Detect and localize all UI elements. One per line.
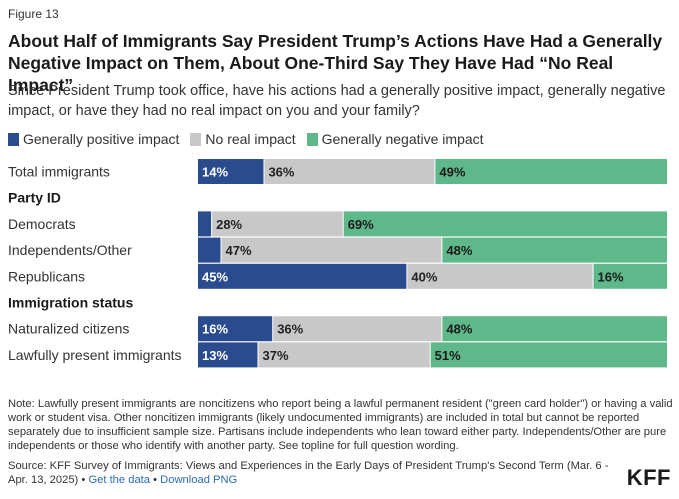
source-text: Source: KFF Survey of Immigrants: Views … (8, 460, 609, 486)
bar-segment-none (407, 263, 593, 289)
bar-segment-positive (198, 159, 264, 184)
bar-segment-negative (430, 342, 667, 368)
group-label: Party ID (8, 190, 61, 206)
legend-swatch-none (190, 132, 202, 146)
row-label: Naturalized citizens (8, 321, 129, 337)
data-label-positive: 16% (202, 322, 228, 337)
legend-item-negative: Generally negative impact (306, 131, 484, 147)
legend-label-positive: Generally positive impact (23, 131, 180, 147)
bar-segment-none (258, 342, 430, 368)
bar-segment-positive (198, 237, 221, 263)
data-label-negative: 48% (446, 243, 472, 258)
data-label-negative: 48% (446, 322, 472, 337)
legend-item-positive: Generally positive impact (8, 131, 179, 147)
data-label-negative: 69% (348, 217, 374, 232)
bar-segment-positive (198, 263, 407, 289)
data-label-positive: 13% (202, 348, 228, 363)
data-label-none: 28% (216, 217, 242, 232)
link-separator: • (150, 474, 161, 486)
bar-segment-none (264, 159, 435, 184)
data-label-none: 40% (411, 269, 437, 284)
row-label: Lawfully present immigrants (8, 347, 182, 363)
data-label-negative: 51% (435, 348, 461, 363)
row-label: Republicans (8, 268, 85, 284)
stacked-bar-chart: Total immigrants 14% 36% 49% Party ID Democra… (8, 159, 667, 368)
chart-subtitle: Since President Trump took office, have … (8, 83, 666, 119)
row-label: Democrats (8, 216, 76, 232)
data-label-none: 37% (262, 348, 288, 363)
source-separator: • (78, 474, 89, 486)
figure-label: Figure 13 (8, 7, 59, 21)
data-label-negative: 49% (439, 165, 465, 180)
legend-swatch-negative (306, 132, 318, 146)
chart-note: Note: Lawfully present immigrants are no… (8, 398, 673, 452)
bar-segment-none (273, 316, 442, 342)
data-label-none: 47% (226, 243, 252, 258)
get-data-link[interactable]: Get the data (88, 474, 151, 486)
row-label: Independents/Other (8, 242, 132, 258)
bar-segment-negative (343, 211, 667, 237)
download-png-link[interactable]: Download PNG (160, 474, 238, 486)
data-label-positive: 14% (202, 165, 228, 180)
data-label-none: 36% (277, 322, 303, 337)
group-label: Immigration status (8, 295, 133, 311)
bar-segment-none (221, 237, 442, 263)
bar-segment-negative (435, 159, 667, 184)
chart-title: About Half of Immigrants Say President T… (8, 31, 663, 95)
bar-segment-negative (442, 316, 667, 342)
bar-segment-negative (442, 237, 667, 263)
data-label-none: 36% (268, 165, 294, 180)
bar-segment-none (212, 211, 343, 237)
data-label-positive: 45% (202, 269, 228, 284)
kff-logo: KFF (626, 465, 671, 490)
bar-segment-positive (198, 211, 212, 237)
bar-segment-positive (198, 316, 273, 342)
chart-source: Source: KFF Survey of Immigrants: Views … (8, 459, 618, 487)
row-label: Total immigrants (8, 164, 110, 180)
legend-swatch-positive (8, 132, 19, 146)
bar-segment-negative (593, 263, 667, 289)
legend-label-none: No real impact (205, 131, 296, 147)
legend: Generally positive impact No real impact… (8, 131, 495, 147)
bar-segment-positive (198, 342, 258, 368)
legend-item-none: No real impact (190, 131, 296, 147)
data-label-negative: 16% (598, 269, 624, 284)
legend-label-negative: Generally negative impact (321, 131, 484, 147)
